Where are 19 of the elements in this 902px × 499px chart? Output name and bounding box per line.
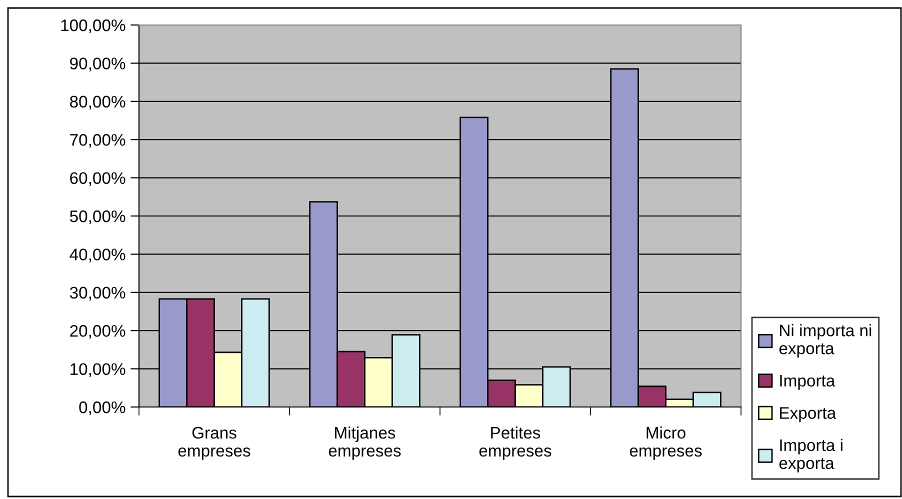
y-tick-label: 50,00% bbox=[70, 210, 126, 224]
y-tick-label: 40,00% bbox=[70, 248, 126, 262]
y-tick-label: 30,00% bbox=[70, 286, 126, 301]
x-tick-label: Petites empreses bbox=[479, 426, 552, 460]
y-tick-label: 100,00% bbox=[61, 19, 126, 34]
y-tick-label: 60,00% bbox=[70, 172, 126, 186]
x-tick-label: Grans empreses bbox=[178, 426, 250, 460]
y-tick-label: 10,00% bbox=[70, 363, 126, 377]
legend-label: Importa bbox=[780, 374, 836, 390]
legend-label: Importa i exporta bbox=[779, 438, 842, 472]
y-tick-label: 0,00% bbox=[79, 401, 126, 416]
legend-label: Exporta bbox=[780, 407, 836, 422]
x-tick-label: Mitjanes empreses bbox=[328, 426, 401, 460]
y-tick-label: 70,00% bbox=[70, 134, 126, 148]
y-tick-label: 80,00% bbox=[70, 96, 126, 110]
legend-label: Ni importa ni exporta bbox=[779, 324, 872, 358]
y-tick-label: 90,00% bbox=[70, 58, 126, 72]
x-tick-label: Micro empreses bbox=[630, 426, 702, 460]
y-tick-label: 20,00% bbox=[70, 325, 126, 339]
